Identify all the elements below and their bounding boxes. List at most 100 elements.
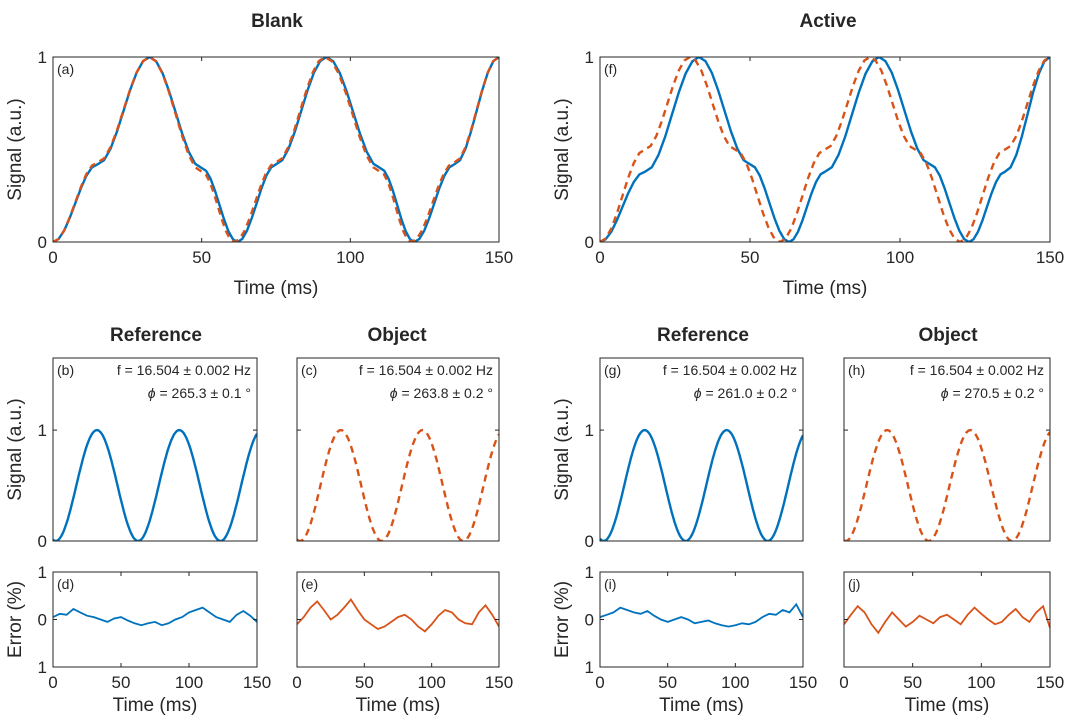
subtitle-blank-reference: Reference <box>110 325 202 346</box>
x-tick-label: 100 <box>175 673 203 692</box>
y-tick-label: 1 <box>585 421 594 440</box>
x-tick-label: 100 <box>336 248 364 267</box>
axes-frame-f <box>599 56 1051 243</box>
phase-annotation-h: ϕ = 270.5 ± 0.2 ° <box>941 385 1044 401</box>
x-tick-label: 50 <box>192 248 211 267</box>
x-axis-label-f: Time (ms) <box>783 278 868 299</box>
y-axis-label-b: Signal (a.u.) <box>5 398 26 500</box>
y-tick-label: 1 <box>38 563 47 582</box>
panel-b: (b) 0 1 Signal (a.u.) f = 16.504 ± 0.002 Hz ϕ… <box>5 357 258 551</box>
x-tick-label: 100 <box>417 673 445 692</box>
x-axis-label-e: Time (ms) <box>356 695 441 716</box>
series-line-h-0 <box>844 428 1050 541</box>
series-line-a-1 <box>53 57 499 242</box>
phase-value: = 261.0 ± 0.2 ° <box>705 385 797 401</box>
y-tick-label: 0 <box>585 611 594 630</box>
x-tick-label: 0 <box>839 673 848 692</box>
subtitle-blank-object: Object <box>367 325 427 346</box>
x-tick-label: 50 <box>741 248 760 267</box>
frequency-annotation-g: f = 16.504 ± 0.002 Hz <box>663 362 797 378</box>
y-tick-label: 1 <box>585 48 594 67</box>
x-tick-label: 150 <box>485 248 513 267</box>
x-tick-label: 50 <box>658 673 677 692</box>
y-axis-label-d: Error (%) <box>5 581 26 658</box>
y-axis-label-g: Signal (a.u.) <box>552 398 573 500</box>
x-tick-label: 50 <box>903 673 922 692</box>
phase-symbol: ϕ <box>941 385 953 401</box>
y-tick-label: 0 <box>585 233 594 252</box>
y-axis-label-f: Signal (a.u.) <box>552 98 573 200</box>
series-line-f-0 <box>600 57 1050 242</box>
panel-g: (g) 0 1 Signal (a.u.) f = 16.504 ± 0.002 Hz ϕ… <box>552 357 804 551</box>
series-line-b-0 <box>53 428 257 541</box>
axes-frame-a <box>52 56 500 243</box>
panel-label-d: (d) <box>57 576 74 592</box>
x-tick-label: 0 <box>48 248 57 267</box>
phase-symbol: ϕ <box>148 385 160 401</box>
panel-e: (e) 0 50 100 150 Time (ms) <box>292 571 513 716</box>
axes-frame-d <box>52 571 258 668</box>
panel-f: (f) 0 50 100 150 Time (ms) 0 1 Signal (a.u.) <box>552 48 1064 299</box>
phase-symbol: ϕ <box>694 385 706 401</box>
y-tick-label: 0 <box>38 233 47 252</box>
series-line-a-0 <box>53 57 499 242</box>
phase-value: = 270.5 ± 0.2 ° <box>952 385 1044 401</box>
series-line-f-1 <box>600 57 1050 242</box>
x-tick-label: 150 <box>485 673 513 692</box>
y-tick-label: 1 <box>38 421 47 440</box>
frequency-annotation-h: f = 16.504 ± 0.002 Hz <box>910 362 1044 378</box>
x-tick-label: 100 <box>886 248 914 267</box>
axes-frame-h <box>843 357 1051 542</box>
panel-j: (j) 0 50 100 150 Time (ms) <box>839 571 1064 716</box>
panel-c: (c) f = 16.504 ± 0.002 Hz ϕ = 263.8 ± 0.2 … <box>296 357 500 542</box>
x-tick-label: 50 <box>112 673 131 692</box>
frequency-annotation-c: f = 16.504 ± 0.002 Hz <box>359 362 493 378</box>
x-tick-label: 50 <box>355 673 374 692</box>
x-tick-label: 150 <box>789 673 817 692</box>
panel-label-h: (h) <box>848 362 865 378</box>
phase-annotation-c: ϕ = 263.8 ± 0.2 ° <box>390 385 493 401</box>
phase-value: = 263.8 ± 0.2 ° <box>401 385 493 401</box>
group-title-active: Active <box>799 11 856 32</box>
series-line-i-0 <box>600 602 803 628</box>
axes-frame-e <box>296 571 500 668</box>
x-axis-label-j: Time (ms) <box>905 695 990 716</box>
panel-label-b: (b) <box>57 362 74 378</box>
panel-a: (a) 0 50 100 150 Time (ms) 0 1 Signal (a.u.) <box>5 48 513 299</box>
y-axis-label-a: Signal (a.u.) <box>5 98 26 200</box>
y-tick-label: 1 <box>585 658 594 677</box>
axes-frame-i <box>599 571 804 668</box>
panel-label-c: (c) <box>301 362 317 378</box>
axes-frame-g <box>599 357 804 542</box>
phase-symbol: ϕ <box>390 385 402 401</box>
phase-annotation-b: ϕ = 265.3 ± 0.1 ° <box>148 385 251 401</box>
panel-label-j: (j) <box>848 576 860 592</box>
y-tick-label: 0 <box>585 532 594 551</box>
series-line-j-0 <box>844 604 1050 635</box>
y-tick-label: 1 <box>38 658 47 677</box>
x-tick-label: 0 <box>595 248 604 267</box>
x-tick-label: 0 <box>595 673 604 692</box>
panel-label-f: (f) <box>604 61 617 77</box>
x-tick-label: 0 <box>292 673 301 692</box>
subtitle-active-reference: Reference <box>657 325 749 346</box>
panel-label-i: (i) <box>604 576 616 592</box>
x-axis-label-i: Time (ms) <box>659 695 744 716</box>
panel-label-a: (a) <box>57 61 74 77</box>
axes-frame-c <box>296 357 500 542</box>
phase-value: = 265.3 ± 0.1 ° <box>159 385 251 401</box>
x-tick-label: 100 <box>721 673 749 692</box>
x-tick-label: 100 <box>967 673 995 692</box>
x-tick-label: 150 <box>1036 248 1064 267</box>
axes-frame-b <box>52 357 258 542</box>
y-tick-label: 0 <box>38 611 47 630</box>
group-title-blank: Blank <box>251 11 303 32</box>
x-tick-label: 150 <box>243 673 271 692</box>
panel-label-g: (g) <box>604 362 621 378</box>
y-tick-label: 0 <box>38 532 47 551</box>
subtitle-active-object: Object <box>918 325 978 346</box>
